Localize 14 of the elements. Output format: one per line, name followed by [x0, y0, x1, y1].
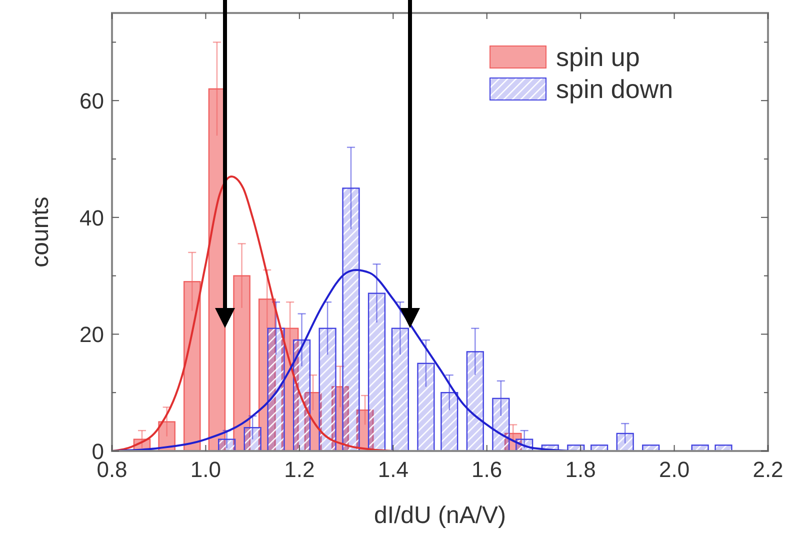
- y-tick-label: 40: [80, 205, 104, 230]
- y-tick-label: 20: [80, 322, 104, 348]
- x-tick-label: 1.2: [284, 457, 315, 482]
- x-tick-label: 1.8: [565, 457, 596, 482]
- x-tick-label: 1.6: [472, 457, 502, 482]
- x-tick-label: 1.0: [190, 457, 222, 482]
- legend-label: spin down: [556, 74, 674, 104]
- legend-label: spin up: [556, 42, 640, 72]
- y-tick-label: 60: [80, 88, 104, 114]
- y-axis-title: counts: [27, 196, 54, 268]
- x-tick-label: 2.2: [752, 457, 784, 482]
- x-axis-title: dI/dU (nA/V): [374, 502, 506, 529]
- x-tick-label: 1.4: [378, 457, 408, 482]
- x-tick-label: 2.0: [658, 457, 690, 482]
